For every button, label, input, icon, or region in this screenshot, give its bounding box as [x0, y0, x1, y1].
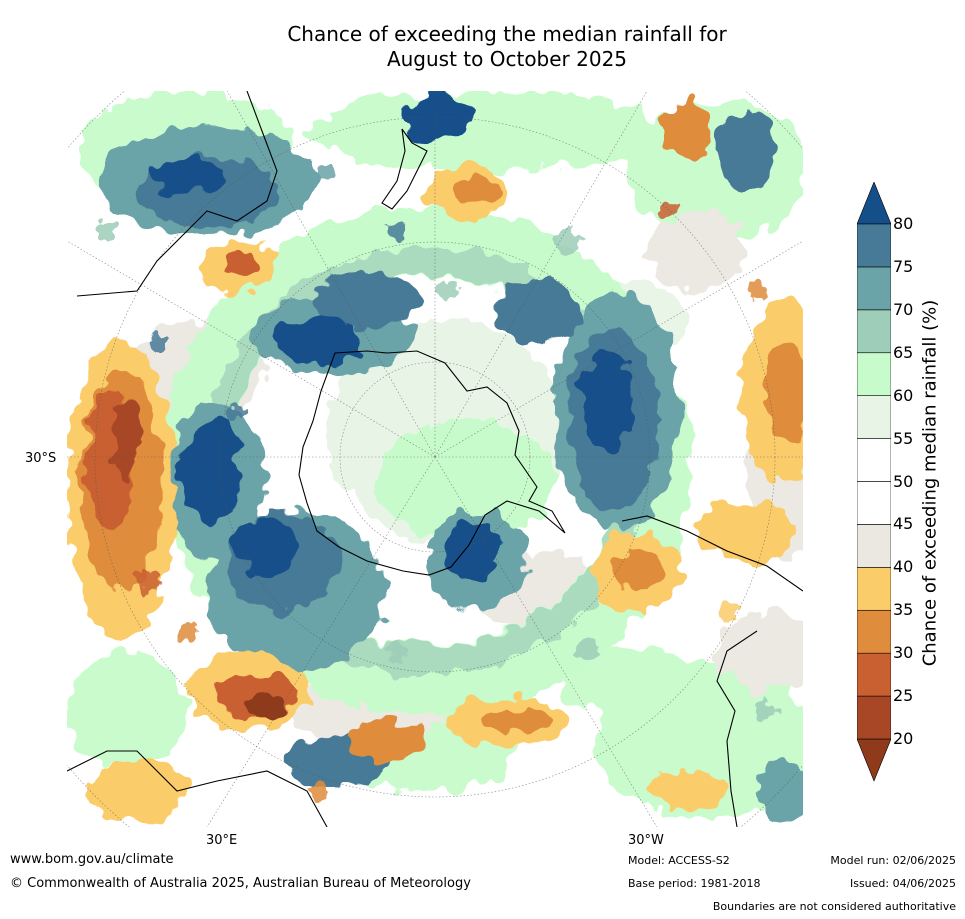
- colorbar-tick-label: 80: [893, 214, 914, 233]
- coastline-south-america: [621, 515, 803, 827]
- field-speckle: [97, 163, 777, 800]
- colorbar-bin: [857, 695, 891, 740]
- field-wet-blues: [97, 91, 803, 821]
- colorbar-bin: [857, 223, 891, 268]
- colorbar-tick-label: 70: [893, 299, 914, 319]
- boundaries-disclaimer: Boundaries are not considered authoritat…: [712, 900, 956, 913]
- latitude-label-30s: 30°S: [25, 451, 57, 466]
- rainfall-outlook-map: [67, 91, 803, 827]
- colorbar-bin: [857, 266, 891, 311]
- colorbar-bin: [857, 652, 891, 697]
- colorbar-label: Chance of exceeding median rainfall (%): [919, 299, 941, 667]
- longitude-label-30w: 30°W: [628, 833, 664, 848]
- footer-url: www.bom.gov.au/climate: [10, 852, 174, 867]
- colorbar-tick-label: 50: [893, 471, 914, 491]
- graticule: [67, 91, 803, 827]
- colorbar-bin: [857, 438, 891, 482]
- footer-copyright: © Commonwealth of Australia 2025, Austra…: [10, 876, 471, 891]
- colorbar-bin: [857, 524, 891, 568]
- colorbar-tick-label: 65: [893, 342, 914, 362]
- colorbar-extend-low: [857, 738, 891, 782]
- coastline-australia: [76, 91, 278, 297]
- colorbar-bin: [857, 609, 891, 654]
- chart-title-line1: Chance of exceeding the median rainfall …: [287, 22, 727, 46]
- colorbar-tick-label: 30: [893, 643, 914, 663]
- chart-title-line2: August to October 2025: [386, 47, 628, 71]
- colorbar-bin: [857, 567, 891, 611]
- model-name: Model: ACCESS-S2: [628, 854, 730, 867]
- field-dry-oranges: [67, 101, 803, 821]
- longitude-label-30e: 30°E: [206, 833, 238, 848]
- colorbar-extend-high: [857, 182, 891, 225]
- colorbar-tick-label: 25: [893, 686, 914, 706]
- rainfall-probability-field: [67, 91, 803, 821]
- base-period: Base period: 1981-2018: [628, 877, 761, 890]
- coastline-africa: [67, 750, 328, 827]
- model-run-date: Model run: 02/06/2025: [830, 854, 956, 867]
- colorbar-bin: [857, 481, 891, 525]
- coastline-new-zealand: [381, 128, 428, 210]
- colorbar-tick-label: 40: [893, 557, 914, 577]
- issued-date: Issued: 04/06/2025: [849, 877, 956, 890]
- coastline-antarctica: [298, 350, 566, 576]
- coastlines: [67, 91, 803, 827]
- colorbar-tick-label: 45: [893, 514, 914, 534]
- colorbar-tick-label: 60: [893, 385, 914, 405]
- colorbar-bin: [857, 309, 891, 354]
- colorbar-bin: [857, 395, 891, 439]
- colorbar-tick-label: 20: [893, 729, 914, 748]
- colorbar-bin: [857, 352, 891, 396]
- colorbar-tick-label: 55: [893, 428, 914, 448]
- colorbar-tick-label: 35: [893, 600, 914, 620]
- chart-title: Chance of exceeding the median rainfall …: [0, 22, 965, 72]
- colorbar: [857, 182, 891, 782]
- colorbar-tick-label: 75: [893, 256, 914, 276]
